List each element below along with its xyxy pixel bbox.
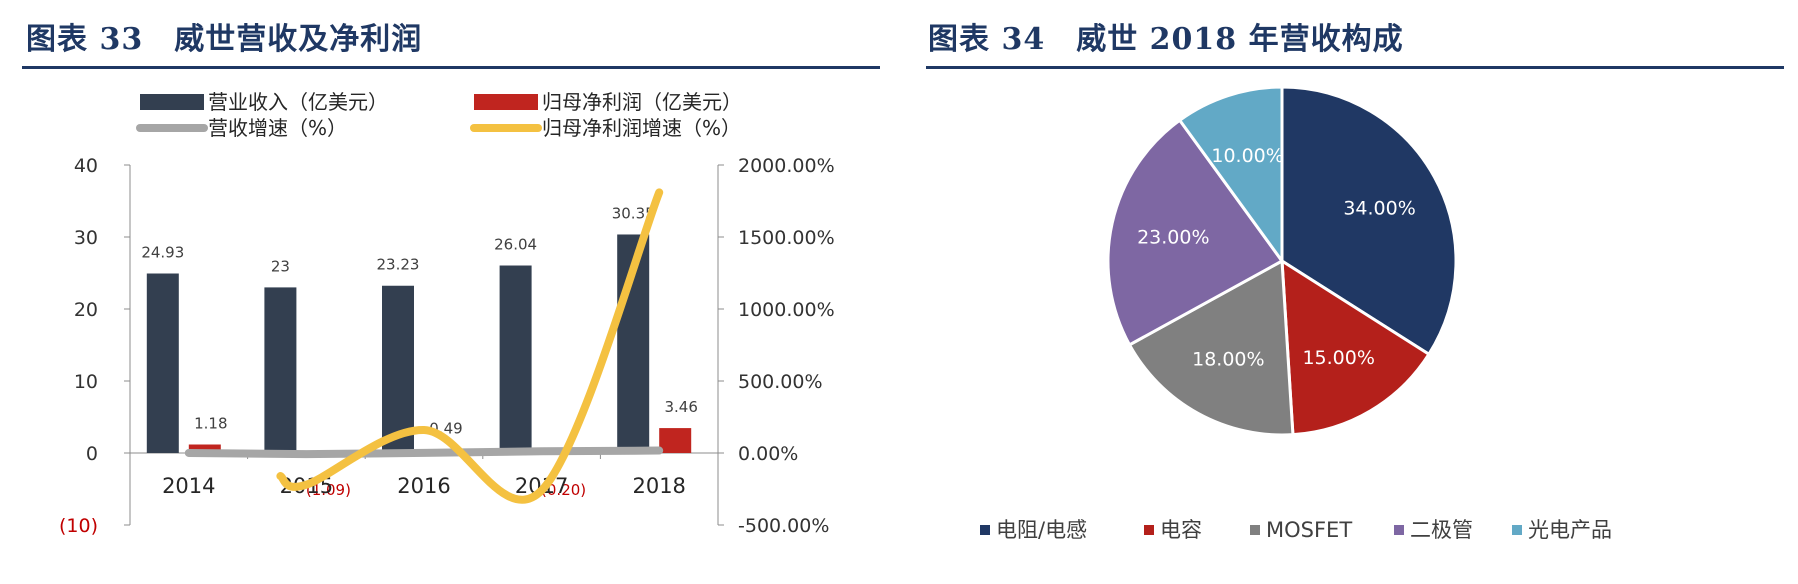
pie-legend-swatch: [1512, 525, 1522, 535]
pie-legend-swatch: [1250, 525, 1260, 535]
category-label: 2018: [632, 474, 685, 498]
legend-swatch: [474, 94, 538, 110]
revenue-growth-line: [184, 446, 664, 459]
pie-legend-label: 电阻/电感: [996, 518, 1087, 542]
category-label: 2014: [162, 474, 215, 498]
pie-slice: [1280, 258, 1431, 437]
revenue-profit-combo-chart: 40 30 20 10 0 (10) 2000.00% 1500.00% 1000.00% 500…: [59, 90, 835, 537]
revenue-data-label: 23.23: [377, 256, 420, 274]
pie-slice-label: 34.00%: [1343, 197, 1415, 219]
pie-slice-label: 10.00%: [1211, 145, 1283, 167]
revenue-bar: [264, 287, 297, 453]
left-tick-label: 0: [86, 443, 98, 465]
left-tick-label: 20: [74, 299, 98, 321]
right-chart-title: 图表 34 威世 2018 年营收构成: [928, 22, 1404, 57]
left-tick-label: 10: [74, 371, 98, 393]
right-tick-label: -500.00%: [738, 515, 829, 537]
net-profit-data-label: (1.09): [306, 481, 351, 499]
legend-label: 营业收入（亿美元）: [208, 90, 388, 114]
revenue-composition-pie-chart: 34.00% 15.00% 18.00% 23.00% 10.00% 电阻/电感 电容 MOS…: [980, 85, 1612, 542]
right-tick-label: 500.00%: [738, 371, 823, 393]
right-tick-label: 1000.00%: [738, 299, 835, 321]
left-title-rule: [22, 66, 880, 69]
net-profit-data-label: 3.46: [664, 398, 697, 416]
left-tick-label: 40: [74, 155, 98, 177]
legend-label: 归母净利润增速（%）: [542, 116, 741, 140]
pie-slice: [1127, 258, 1295, 437]
pie-legend-label: 二极管: [1410, 518, 1473, 542]
net-profit-data-label: (0.20): [541, 481, 586, 499]
right-tick-label: 1500.00%: [738, 227, 835, 249]
pie-legend-label: 电容: [1160, 518, 1202, 542]
category-label: 2016: [397, 474, 450, 498]
pie-slice-label: 18.00%: [1192, 349, 1264, 371]
net-profit-bar: [659, 428, 692, 453]
revenue-bar: [499, 265, 532, 453]
pie-slice: [1106, 118, 1285, 347]
pie-legend-swatch: [1394, 525, 1404, 535]
left-tick-label: (10): [59, 515, 98, 537]
pie-legend-swatch: [1144, 525, 1154, 535]
right-tick-label: 0.00%: [738, 443, 798, 465]
net-profit-bar: [188, 444, 221, 453]
revenue-data-label: 30.35: [612, 204, 655, 222]
pie-legend-label: 光电产品: [1528, 518, 1612, 542]
pie-slice-label: 15.00%: [1302, 347, 1374, 369]
legend-swatch: [140, 94, 204, 110]
revenue-data-label: 23: [271, 257, 290, 275]
revenue-bar: [382, 285, 414, 453]
revenue-data-label: 26.04: [494, 236, 537, 254]
right-tick-label: 2000.00%: [738, 155, 835, 177]
pie-legend-swatch: [980, 525, 990, 535]
pie-slice: [1177, 85, 1284, 266]
legend-label: 归母净利润（亿美元）: [542, 90, 742, 114]
left-tick-label: 30: [74, 227, 98, 249]
right-title-rule: [926, 66, 1784, 69]
revenue-data-label: 24.93: [141, 244, 184, 262]
legend-label: 营收增速（%）: [208, 116, 347, 140]
pie-legend-label: MOSFET: [1266, 518, 1352, 542]
pie-slice-label: 23.00%: [1137, 227, 1209, 249]
net-profit-growth-line: [276, 188, 664, 504]
net-profit-data-label: 1.18: [194, 415, 227, 433]
revenue-bar: [146, 273, 179, 453]
left-chart-title: 图表 33 威世营收及净利润: [26, 22, 423, 57]
